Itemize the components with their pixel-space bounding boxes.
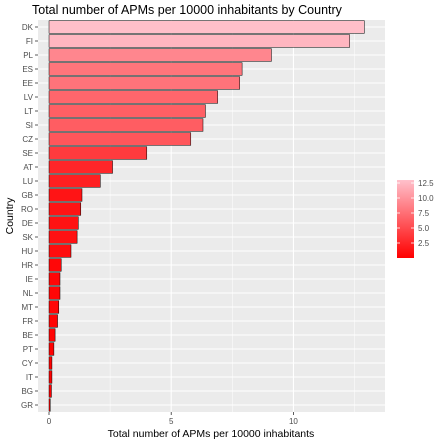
legend-colorbar xyxy=(397,180,414,258)
y-tick-label: FI xyxy=(26,37,33,46)
y-tick-label: AT xyxy=(23,163,33,172)
legend-label: 2.5 xyxy=(418,239,430,248)
bar-dk xyxy=(48,20,365,34)
bar-it xyxy=(48,370,53,384)
bars xyxy=(48,20,365,412)
y-tick-label: LU xyxy=(23,177,33,186)
bar-fr xyxy=(48,314,58,328)
y-axis: DK FI PL ES EE LV LT SI CZ SE AT LU GB RO DE SK HU HR IE NL… xyxy=(21,23,38,410)
bar-ro xyxy=(48,202,82,216)
bar-sk xyxy=(48,230,78,244)
x-axis-title: Total number of APMs per 10000 inhabitan… xyxy=(108,428,315,440)
bar-ie xyxy=(48,272,61,286)
y-tick-label: IT xyxy=(26,373,33,382)
chart-title: Total number of APMs per 10000 inhabitan… xyxy=(32,3,343,17)
bar-fi xyxy=(48,34,350,48)
x-axis: 0 5 10 xyxy=(47,412,298,426)
bar-mt xyxy=(48,300,60,314)
bar-at xyxy=(48,160,113,174)
bar-lv xyxy=(48,90,218,104)
y-tick-label: SI xyxy=(25,121,33,130)
y-tick-label: FR xyxy=(22,317,33,326)
bar-hr xyxy=(48,258,62,272)
y-tick-label: HR xyxy=(21,261,33,270)
bar-pl xyxy=(48,48,272,62)
y-axis-title: Country xyxy=(4,197,16,235)
y-tick-label: PL xyxy=(23,51,33,60)
y-tick-label: IE xyxy=(25,275,33,284)
y-tick-label: GB xyxy=(21,191,33,200)
y-tick-label: MT xyxy=(21,303,33,312)
bar-si xyxy=(48,118,204,132)
y-tick-label: GR xyxy=(21,401,33,410)
y-tick-label: DK xyxy=(22,23,34,32)
y-tick-label: BG xyxy=(21,387,33,396)
y-tick-label: SK xyxy=(22,233,33,242)
y-tick-label: EE xyxy=(22,79,33,88)
y-tick-label: CZ xyxy=(22,135,33,144)
bar-gr xyxy=(48,398,51,412)
bar-lu xyxy=(48,174,101,188)
legend: 12.5 10.0 7.5 5.0 2.5 xyxy=(397,179,434,258)
bar-se xyxy=(48,146,148,160)
y-tick-label: SE xyxy=(22,149,33,158)
y-tick-label: CY xyxy=(22,359,34,368)
bar-cy xyxy=(48,356,53,370)
y-tick-label: ES xyxy=(22,65,33,74)
bar-nl xyxy=(48,286,61,300)
y-tick-label: BE xyxy=(22,331,33,340)
x-tick-label: 0 xyxy=(47,417,52,426)
y-tick-label: LT xyxy=(24,107,33,116)
bar-lt xyxy=(48,104,206,118)
bar-be xyxy=(48,328,56,342)
legend-label: 10.0 xyxy=(418,194,434,203)
legend-label: 7.5 xyxy=(418,209,430,218)
y-tick-label: PT xyxy=(23,345,33,354)
bar-bg xyxy=(48,384,52,398)
y-tick-label: RO xyxy=(21,205,33,214)
bar-de xyxy=(48,216,79,230)
legend-label: 5.0 xyxy=(418,224,430,233)
bar-ee xyxy=(48,76,240,90)
y-tick-label: HU xyxy=(21,247,33,256)
bar-es xyxy=(48,62,243,76)
bar-hu xyxy=(48,244,72,258)
bar-cz xyxy=(48,132,192,146)
y-tick-label: DE xyxy=(22,219,33,228)
y-tick-label: NL xyxy=(23,289,34,298)
bar-pt xyxy=(48,342,55,356)
bar-gb xyxy=(48,188,83,202)
x-tick-label: 5 xyxy=(169,417,174,426)
x-tick-label: 10 xyxy=(289,417,298,426)
y-tick-label: LV xyxy=(24,93,34,102)
legend-label: 12.5 xyxy=(418,179,434,188)
